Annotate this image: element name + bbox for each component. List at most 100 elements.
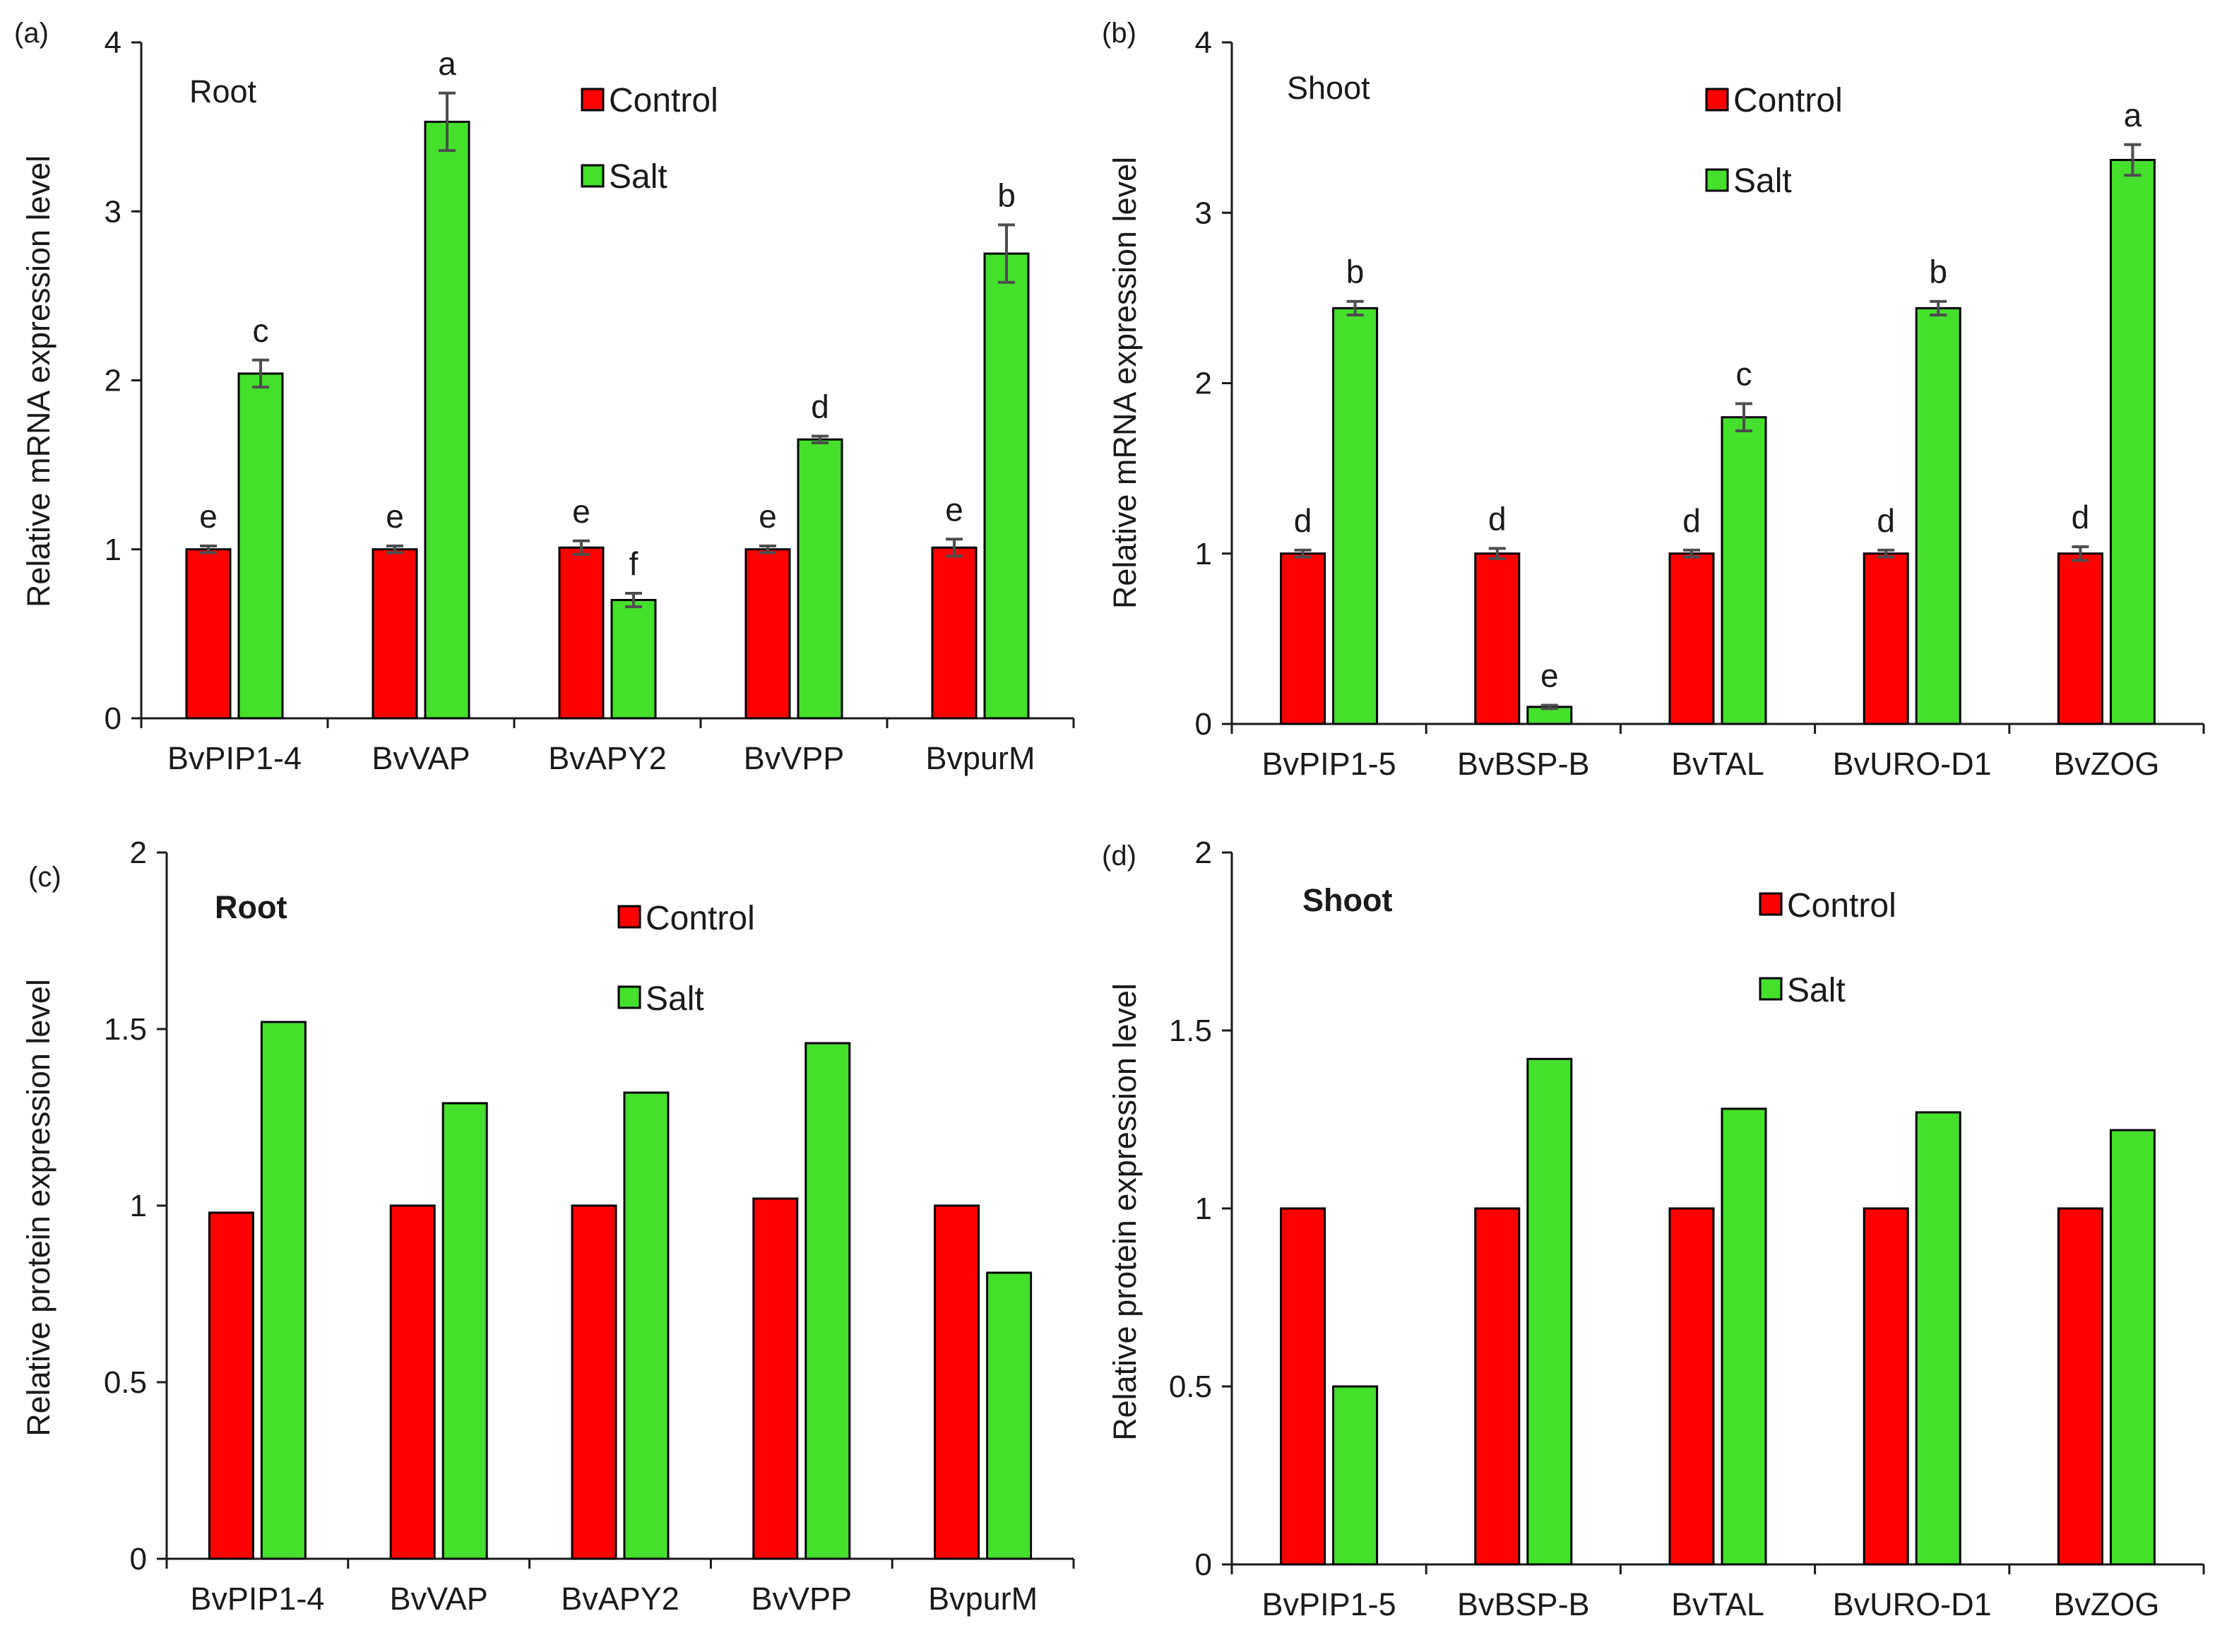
y-axis-title: Relative protein expression level [1107, 983, 1143, 1441]
x-tick-label: BvURO-D1 [1833, 1586, 1992, 1622]
y-tick-label: 2 [105, 364, 121, 398]
panel-label: (d) [1102, 840, 1136, 872]
bar-control-bvpip1-4 [185, 548, 232, 720]
y-tick-label: 0.5 [1169, 1369, 1212, 1404]
bar-salt-bvbsp-b [1526, 1057, 1573, 1566]
y-tick-label: 0.5 [104, 1365, 147, 1400]
bar-salt-bvzog [2109, 158, 2156, 725]
bar-control-bvvpp [752, 1197, 799, 1560]
significance-letter: d [1877, 502, 1895, 539]
bar-control-bvvap [389, 1204, 436, 1560]
panel-label: (b) [1102, 18, 1136, 49]
significance-letter: b [997, 177, 1016, 213]
significance-letter: b [1346, 254, 1365, 290]
bar-salt-bvpurm [986, 1271, 1033, 1560]
y-axis-title: Relative mRNA expression level [1107, 157, 1143, 609]
y-tick-label: 0 [1195, 1547, 1212, 1582]
bar-salt-bvapy2 [623, 1091, 670, 1560]
legend-swatch-control [1759, 892, 1783, 916]
legend-swatch-control [581, 88, 605, 112]
x-tick-label: BvVAP [372, 740, 470, 776]
bar-salt-bvpip1-5 [1332, 1385, 1379, 1566]
x-tick-label: BvAPY2 [561, 1581, 679, 1617]
bar-control-bvpip1-4 [208, 1211, 254, 1560]
bar-control-bvapy2 [558, 546, 605, 720]
chart-panel-a: (a) Root Relative mRNA expression level 0 1 2… [14, 18, 1075, 776]
significance-letter: d [2072, 499, 2090, 535]
significance-letter: e [1540, 657, 1559, 694]
legend-swatch-salt [617, 985, 641, 1009]
significance-letter: d [1488, 501, 1507, 537]
bar-salt-bvvpp [804, 1042, 851, 1560]
x-tick-label: BvAPY2 [548, 740, 667, 776]
bar-control-bvbsp-b [1474, 552, 1521, 725]
bar-control-bvuro-d1 [1863, 1207, 1909, 1566]
panel-subtitle: Shoot [1302, 882, 1392, 918]
bar-control-bvzog [2057, 1207, 2103, 1566]
x-tick-label: BvTAL [1671, 746, 1764, 782]
legend-label-control: Control [609, 82, 718, 119]
bar-salt-bvtal [1721, 416, 1767, 725]
legend-swatch-salt [1759, 977, 1783, 1001]
y-tick-label: 2 [130, 836, 147, 870]
y-tick-label: 4 [105, 25, 121, 60]
bar-salt-bvuro-d1 [1915, 307, 1961, 725]
bar-salt-bvtal [1721, 1107, 1767, 1566]
x-tick-label: BvPIP1-5 [1262, 746, 1396, 782]
significance-letter: e [759, 498, 777, 535]
x-tick-label: BvpurM [925, 740, 1035, 776]
bar-salt-bvpip1-5 [1332, 307, 1379, 725]
significance-letter: c [253, 312, 269, 349]
bar-salt-bvvap [424, 120, 470, 720]
legend-label-control: Control [1787, 887, 1896, 925]
significance-letter: c [1736, 355, 1752, 392]
panel-subtitle: Root [215, 889, 287, 925]
x-tick-label: BvBSP-B [1457, 1586, 1590, 1622]
significance-letter: b [1929, 254, 1947, 290]
significance-letter: d [811, 388, 829, 424]
x-tick-label: BvpurM [928, 1581, 1038, 1617]
y-tick-label: 0 [130, 1542, 147, 1576]
chart-panel-b: (b) Shoot Relative mRNA expression level 0 1… [1102, 18, 2205, 782]
significance-letter: d [1682, 502, 1701, 539]
bar-control-bvvpp [744, 548, 791, 720]
panel-label: (a) [14, 18, 49, 49]
legend-swatch-salt [1705, 168, 1729, 192]
y-tick-label: 0 [1195, 707, 1212, 742]
x-tick-label: BvPIP1-4 [190, 1581, 324, 1617]
bar-salt-bvpurm [983, 252, 1030, 720]
bar-control-bvuro-d1 [1863, 552, 1909, 725]
legend-label-salt: Salt [609, 158, 667, 196]
significance-letter: e [199, 498, 218, 535]
y-tick-label: 1.5 [104, 1012, 147, 1047]
y-tick-label: 1 [1195, 1192, 1212, 1226]
y-tick-label: 4 [1195, 25, 1212, 60]
y-tick-label: 0 [105, 701, 121, 736]
y-axis-title: Relative mRNA expression level [20, 155, 57, 607]
x-tick-label: BvURO-D1 [1833, 746, 1992, 782]
bar-control-bvtal [1668, 552, 1715, 725]
x-tick-label: BvTAL [1671, 1586, 1764, 1622]
bar-control-bvtal [1668, 1207, 1715, 1566]
y-tick-label: 1 [130, 1189, 147, 1223]
y-tick-label: 3 [105, 194, 121, 229]
legend-label-control: Control [646, 900, 755, 937]
bar-salt-bvuro-d1 [1915, 1111, 1961, 1566]
legend-label-salt: Salt [646, 980, 704, 1018]
bar-control-bvpurm [934, 1204, 980, 1560]
bar-control-bvpip1-5 [1280, 1207, 1326, 1566]
legend-label-control: Control [1733, 82, 1843, 119]
bar-salt-bvapy2 [610, 599, 657, 720]
x-tick-label: BvVAP [390, 1581, 488, 1617]
bar-control-bvzog [2057, 552, 2103, 725]
y-tick-label: 1 [1195, 537, 1212, 571]
significance-letter: e [572, 493, 590, 530]
x-tick-label: BvPIP1-5 [1262, 1586, 1396, 1622]
x-tick-label: BvVPP [752, 1581, 853, 1617]
y-tick-label: 1.5 [1169, 1014, 1212, 1048]
bar-salt-bvpip1-4 [260, 1021, 307, 1560]
x-tick-label: BvPIP1-4 [167, 740, 302, 776]
bar-control-bvbsp-b [1474, 1207, 1521, 1566]
significance-letter: a [2124, 97, 2142, 133]
significance-letter: a [438, 45, 456, 82]
